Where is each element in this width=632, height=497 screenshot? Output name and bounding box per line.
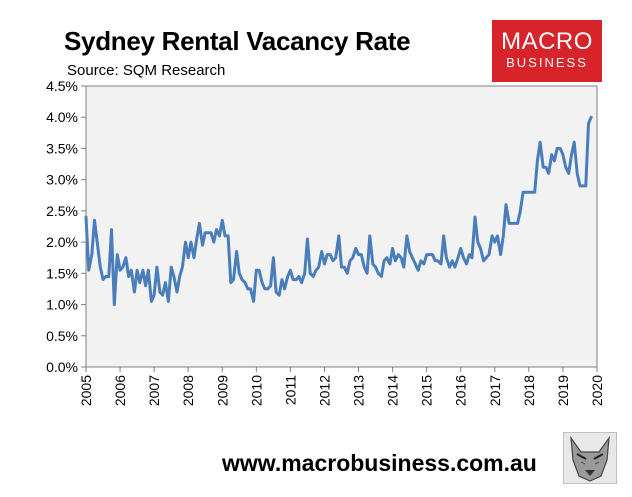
x-tick-label: 2005 (78, 375, 94, 406)
y-axis: 0.0% 0.5% 1.0% 1.5% 2.0% 2.5% 3.0% 3.5% 4.0% 4.5% (46, 78, 87, 375)
x-tick-label: 2016 (453, 375, 469, 406)
y-tick-label: 2.5% (46, 203, 78, 219)
x-tick-label: 2007 (146, 375, 162, 406)
x-tick-label: 2019 (555, 375, 571, 406)
x-tick-label: 2014 (385, 375, 401, 406)
y-tick-label: 3.0% (46, 172, 78, 188)
y-tick-label: 2.0% (46, 234, 78, 250)
brand-logo: MACRO BUSINESS (492, 20, 602, 82)
x-tick-label: 2013 (351, 375, 367, 406)
brand-logo-line2: BUSINESS (506, 55, 588, 70)
y-tick-label: 0.0% (46, 359, 78, 375)
plot-area (85, 85, 598, 368)
y-tick-label: 3.5% (46, 140, 78, 156)
y-tick-label: 4.5% (46, 78, 78, 94)
brand-logo-line1: MACRO (501, 28, 593, 55)
y-tick-label: 4.0% (46, 109, 78, 125)
x-tick-label: 2011 (282, 375, 298, 405)
x-tick-label: 2006 (112, 375, 128, 406)
x-tick-label: 2010 (248, 375, 264, 406)
y-tick-label: 1.5% (46, 265, 78, 281)
x-tick-label: 2020 (589, 375, 605, 406)
x-tick-label: 2017 (487, 375, 503, 406)
chart-title: Sydney Rental Vacancy Rate (64, 26, 411, 56)
x-tick-label: 2018 (521, 375, 537, 406)
series-line (84, 115, 593, 307)
x-tick-label: 2008 (180, 375, 196, 406)
chart-subtitle: Source: SQM Research (67, 62, 226, 79)
website-url: www.macrobusiness.com.au (222, 450, 537, 476)
x-tick-label: 2009 (214, 375, 230, 406)
y-tick-label: 0.5% (46, 328, 78, 344)
y-tick-label: 1.0% (46, 297, 78, 313)
x-tick-label: 2012 (316, 375, 332, 406)
wolf-mascot-icon (563, 432, 617, 484)
x-axis: 2005 2006 2007 2008 2009 2010 2011 2012 2013 2014… (78, 366, 605, 406)
x-tick-label: 2015 (419, 375, 435, 406)
